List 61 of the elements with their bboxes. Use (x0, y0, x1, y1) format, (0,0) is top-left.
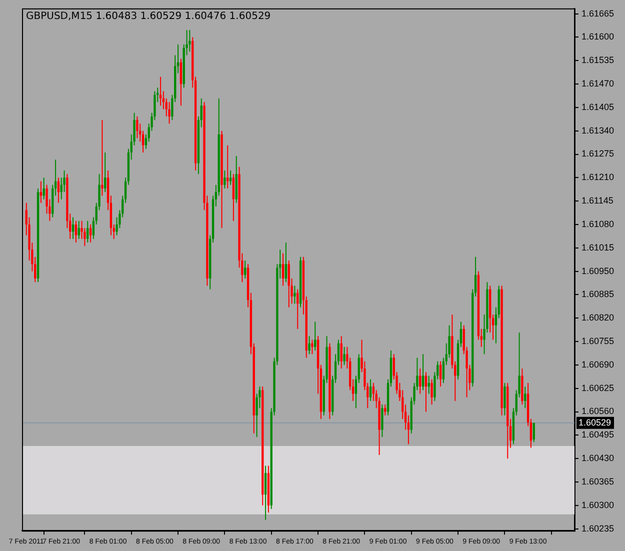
candlestick (343, 346, 346, 366)
ref-line-label: 1.60529 (578, 417, 612, 428)
candlestick (430, 378, 433, 406)
candlestick (381, 404, 384, 438)
candlestick (532, 422, 535, 443)
candlestick (168, 102, 170, 124)
y-tick-label: 1.61275 (581, 148, 614, 159)
y-tick-label: 1.61145 (581, 196, 614, 206)
candlestick (244, 260, 246, 280)
candlestick (229, 170, 232, 186)
candlestick (101, 120, 104, 196)
candlestick (422, 354, 424, 391)
candlestick (78, 220, 80, 240)
y-tick-label: 1.60365 (581, 476, 614, 486)
candlestick (89, 224, 92, 243)
y-tick-label: 1.60950 (581, 266, 614, 276)
y-tick-label: 1.61535 (581, 55, 614, 66)
candlestick (288, 260, 290, 308)
y-tick-label: 1.60560 (581, 406, 614, 416)
candlestick (226, 144, 229, 189)
candlestick (104, 152, 106, 193)
y-tick-label: 1.60495 (581, 430, 614, 440)
candlestick (86, 220, 89, 243)
y-tick-label: 1.61405 (581, 102, 614, 112)
y-tick-label: 1.60300 (581, 500, 614, 510)
candlestick (264, 465, 267, 520)
candlestick (311, 339, 314, 355)
y-tick-label: 1.60430 (581, 453, 614, 464)
y-tick-label: 1.60625 (581, 382, 614, 393)
candlestick (224, 170, 226, 189)
candlestick (439, 360, 442, 388)
candlestick (369, 378, 372, 402)
candlestick (424, 372, 428, 412)
candlestick (314, 321, 316, 352)
y-tick-label: 1.61665 (581, 8, 614, 18)
y-tick-label: 1.61080 (581, 218, 614, 229)
y-tick-label: 1.61470 (581, 78, 614, 89)
candlestick (294, 285, 296, 304)
y-tick-label: 1.60755 (581, 336, 614, 346)
candlestick (282, 252, 284, 286)
y-tick-label: 1.60820 (581, 312, 614, 323)
y-tick-label: 1.61340 (581, 125, 614, 136)
candlestick (284, 242, 288, 283)
y-tick-label: 1.61015 (581, 242, 614, 252)
candlestick (504, 382, 506, 416)
candlestick (340, 336, 342, 370)
y-tick-label: 1.60690 (581, 359, 614, 370)
chart-title: GBPUSD,M15 1.60483 1.60529 1.60476 1.60529 (26, 10, 271, 22)
candlestick (308, 336, 310, 355)
candlestick (524, 386, 526, 409)
candlestick (180, 58, 182, 106)
y-tick-label: 1.60885 (581, 289, 614, 300)
candlestick (419, 368, 422, 394)
candlestick (384, 404, 386, 416)
candlestick (232, 174, 235, 222)
y-tick-label: 1.61600 (581, 32, 614, 42)
y-tick-label: 1.61210 (581, 172, 614, 182)
candlestick (188, 30, 191, 52)
candlestick (136, 116, 138, 139)
y-tick-label: 1.60235 (581, 523, 614, 534)
candlestick (74, 220, 78, 243)
